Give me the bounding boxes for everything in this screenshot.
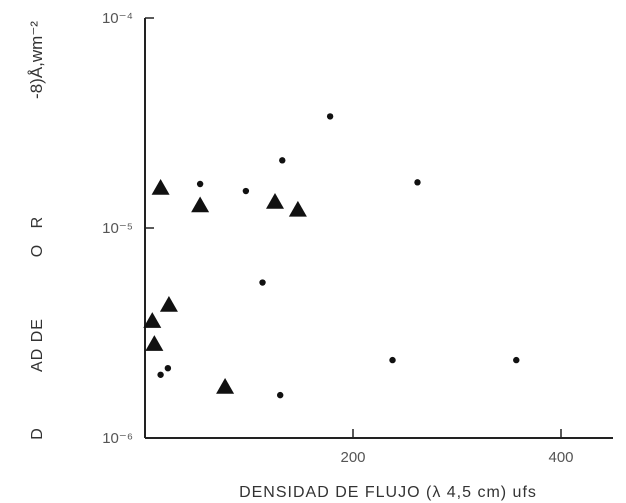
x-tick-label-1: 400 bbox=[548, 449, 573, 466]
y-axis-label-fragment-1: -8)Å,wm⁻² bbox=[27, 21, 46, 99]
triangle-point-2 bbox=[151, 179, 170, 195]
dot-point-9 bbox=[414, 179, 421, 186]
data-points bbox=[143, 113, 520, 399]
x-tick-label-0: 200 bbox=[340, 449, 365, 466]
dot-point-8 bbox=[389, 356, 396, 364]
dot-point-10 bbox=[513, 356, 520, 364]
triangle-point-4 bbox=[191, 196, 210, 213]
dot-point-1 bbox=[164, 364, 172, 372]
y-axis-label-fragment-3: AD DE bbox=[29, 318, 46, 372]
y-tick-label-2: 10⁻⁶ bbox=[102, 430, 133, 447]
dot-point-2 bbox=[196, 180, 204, 188]
dot-point-4 bbox=[259, 279, 266, 286]
dot-point-3 bbox=[242, 187, 250, 195]
y-tick-label-0: 10⁻⁴ bbox=[102, 10, 133, 27]
dot-point-5 bbox=[277, 391, 284, 399]
axes bbox=[144, 18, 613, 439]
triangle-point-7 bbox=[288, 200, 307, 217]
tick-labels: 200 400 10⁻⁴ 10⁻⁵ 10⁻⁶ bbox=[102, 10, 574, 466]
triangle-point-5 bbox=[216, 377, 235, 394]
dot-point-0 bbox=[157, 371, 164, 378]
dot-point-7 bbox=[326, 113, 334, 120]
y-axis-label-fragment-4: D bbox=[29, 428, 46, 440]
ticks bbox=[145, 17, 562, 439]
dot-point-6 bbox=[279, 157, 286, 164]
triangle-point-3 bbox=[159, 295, 178, 312]
triangle-point-1 bbox=[145, 335, 164, 351]
y-axis-label-fragment-2: O R bbox=[29, 211, 46, 257]
triangle-point-6 bbox=[266, 192, 284, 209]
x-axis-label: DENSIDAD DE FLUJO (λ 4,5 cm) ufs bbox=[239, 484, 537, 501]
triangle-point-0 bbox=[143, 312, 162, 328]
y-tick-label-1: 10⁻⁵ bbox=[102, 220, 133, 237]
